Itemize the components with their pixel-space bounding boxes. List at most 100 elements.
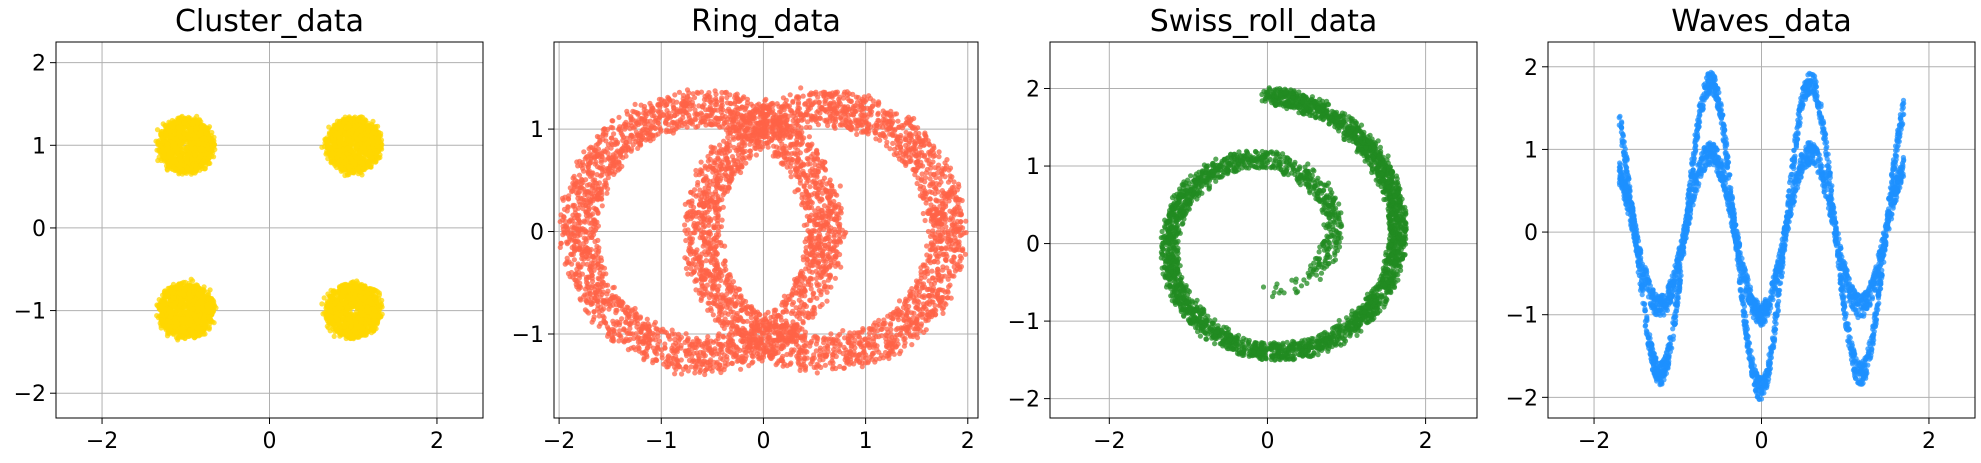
scatter-point [177,142,183,148]
scatter-point [198,128,204,134]
scatter-point [376,290,382,296]
scatter-point [326,313,332,319]
scatter-point [337,118,343,124]
scatter-point [345,116,351,122]
scatter-point [199,124,205,130]
scatter-point [330,137,336,143]
scatter-point [211,299,217,305]
scatter-point [679,371,685,377]
scatter-point [194,332,200,338]
series-4 [319,278,385,342]
scatter-point [365,128,371,134]
scatter-point [332,300,338,307]
scatter-point [341,289,347,295]
scatter-point [346,171,352,178]
scatter-point [373,159,379,165]
scatter-point [360,114,366,120]
scatter-point [174,330,181,336]
scatter-point [170,295,177,301]
scatter-point [366,308,372,314]
scatter-point [199,321,205,327]
scatter-point [348,156,354,162]
scatter-point [359,310,365,316]
scatter-point [360,290,366,296]
scatter-point [360,144,367,150]
scatter-point [176,155,183,161]
scatter-point [324,139,330,145]
scatter-point [157,320,163,326]
scatter-point [576,172,583,178]
scatter-point [168,286,174,292]
scatter-point [341,159,347,166]
scatter-point [357,127,363,133]
scatter-point [210,150,216,156]
scatter-point [351,134,358,140]
scatter-point [330,159,337,165]
scatter-point [346,164,352,170]
scatter-point [322,310,328,316]
scatter-point [800,320,806,326]
scatter-point [183,144,189,150]
scatter-point [355,166,361,172]
scatter-point [194,113,200,119]
scatter-point [332,306,338,312]
scatter-point [377,152,383,158]
scatter-point [192,146,198,152]
scatter-point [345,316,351,322]
scatter-point [158,129,164,135]
scatter-point [183,117,189,123]
scatter-point [192,152,198,158]
scatter-point [181,329,187,335]
scatter-point [200,307,207,313]
scatter-point [181,291,187,298]
scatter-point [197,154,203,160]
scatter-point [353,283,359,289]
scatter-point [358,159,364,165]
scatter-point [832,275,839,281]
scatter-point [341,146,347,152]
scatter-point [189,121,196,127]
scatter-point [192,134,198,140]
scatter-point [350,127,356,133]
scatter-point [354,155,360,161]
scatter-point [358,324,364,330]
scatter-point [159,148,165,154]
scatter-point [370,118,376,124]
scatter-point [375,313,381,319]
scatter-point [349,303,355,310]
scatter-point [349,285,355,291]
scatter-point [346,130,352,136]
y-tick-label: 0 [32,217,46,242]
scatter-point [175,285,181,291]
scatter-point [335,288,341,294]
scatter-point [211,320,217,326]
scatter-point [195,307,201,313]
scatter-point [154,313,160,319]
scatter-point [683,331,689,337]
scatter-point [172,318,178,324]
scatter-point [166,128,172,134]
scatter-point [336,143,342,149]
scatter-point [174,145,180,151]
scatter-point [596,313,602,319]
scatter-point [355,117,361,123]
scatter-point [202,159,208,165]
scatter-point [369,137,375,143]
scatter-point [164,323,171,329]
scatter-point [178,134,184,140]
scatter-point [187,310,193,316]
scatter-point [167,307,173,313]
series-3 [154,276,219,343]
scatter-point [193,166,199,172]
scatter-point [659,355,665,361]
scatter-point [353,322,359,328]
scatter-point [162,288,168,294]
scatter-point [364,140,371,146]
scatter-point [177,316,183,322]
scatter-point [352,291,358,297]
scatter-point [165,330,171,336]
x-tick-label: −2 [86,429,118,454]
scatter-point [347,330,353,336]
scatter-point [358,132,364,138]
scatter-point [177,311,183,317]
